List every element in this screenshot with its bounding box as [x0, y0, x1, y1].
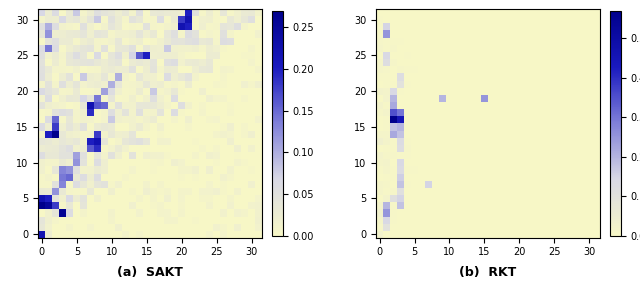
X-axis label: (a)  SAKT: (a) SAKT: [117, 266, 183, 279]
X-axis label: (b)  RKT: (b) RKT: [460, 266, 516, 279]
